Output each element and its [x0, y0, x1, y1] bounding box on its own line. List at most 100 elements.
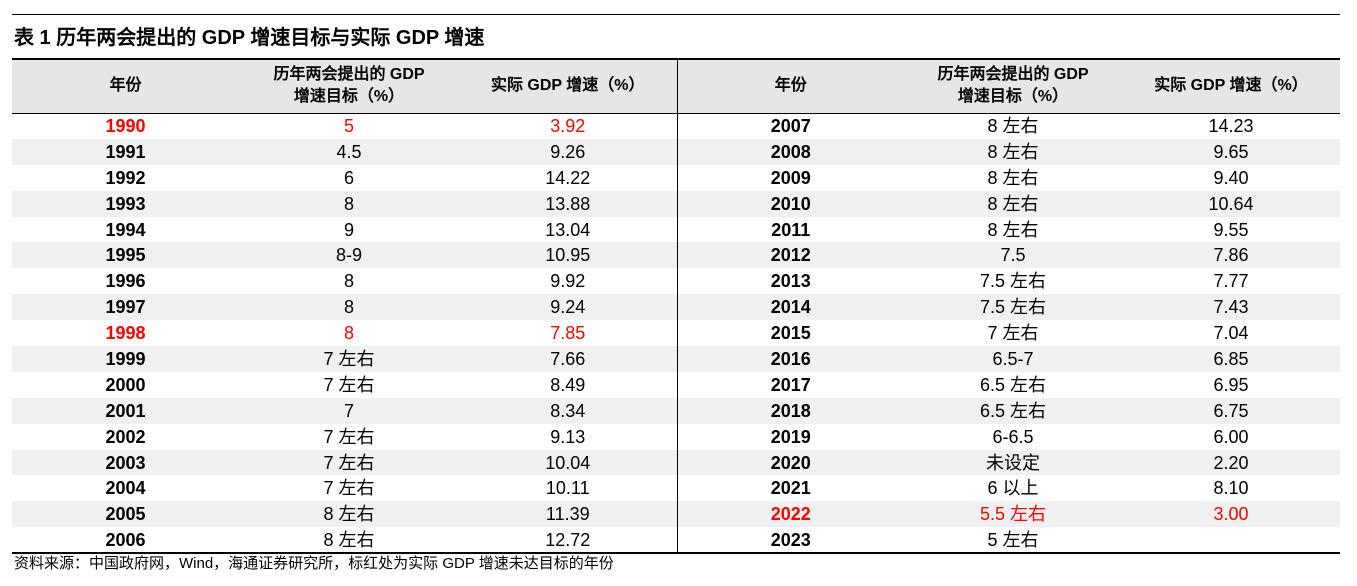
right-actual-cell: 10.64 — [1122, 190, 1340, 217]
left-actual-cell: 9.13 — [550, 426, 586, 447]
right-target-cell: 6 以上 — [987, 478, 1039, 499]
left-actual-cell: 7.66 — [459, 346, 677, 372]
right-actual-cell: 9.55 — [1213, 219, 1249, 240]
left-year-cell: 1991 — [12, 138, 239, 165]
left-actual-cell: 8.49 — [550, 374, 586, 395]
right-year-cell: 2020 — [676, 449, 904, 476]
table-row: 2004 7 左右 10.11 2021 6 以上 8.10 — [12, 475, 1340, 502]
left-target-cell: 7 左右 — [323, 478, 375, 499]
left-target-cell: 7 左右 — [239, 346, 459, 372]
right-actual-cell: 7.77 — [1213, 271, 1249, 292]
left-target-cell: 8 — [239, 190, 459, 217]
right-target-cell: 8 左右 — [904, 138, 1122, 165]
right-actual-cell: 6.75 — [1122, 397, 1340, 424]
right-target-cell: 7 左右 — [987, 323, 1039, 344]
left-target-cell: 8 — [343, 323, 354, 344]
left-target-cell: 8 — [343, 271, 354, 292]
right-year-cell: 2010 — [676, 190, 904, 217]
table-row: 2006 8 左右 12.72 2023 5 左右 — [12, 527, 1340, 555]
table-row: 2001 7 8.34 2018 6.5 左右 6.75 — [12, 397, 1340, 424]
left-target-cell: 8 — [239, 294, 459, 321]
left-target-cell: 5 — [343, 116, 354, 137]
left-target-cell: 8 左右 — [239, 527, 459, 555]
right-actual-cell: 3.00 — [1122, 501, 1340, 528]
left-actual-cell: 10.95 — [459, 242, 677, 269]
gdp-table-container: 年份 历年两会提出的 GDP 增速目标（%） 实际 GDP 增速（%） 年份 历… — [12, 58, 1340, 555]
left-actual-cell: 14.22 — [545, 167, 591, 188]
right-year-cell: 2013 — [676, 268, 904, 295]
right-target-cell: 6.5-7 — [904, 346, 1122, 372]
left-year-cell: 1999 — [12, 346, 239, 372]
header-year-left: 年份 — [12, 58, 239, 114]
right-year-cell: 2016 — [676, 346, 904, 372]
table-row: 2005 8 左右 11.39 2022 5.5 左右 3.00 — [12, 501, 1340, 528]
right-target-cell: 8 左右 — [987, 116, 1039, 137]
right-target-cell: 5.5 左右 — [904, 501, 1122, 528]
left-year-cell: 2002 — [105, 426, 146, 447]
right-actual-cell: 14.23 — [1208, 116, 1254, 137]
left-target-cell: 8-9 — [239, 242, 459, 269]
right-target-cell: 7.5 左右 — [904, 294, 1122, 321]
left-year-cell: 2000 — [105, 374, 146, 395]
table-row: 1998 8 7.85 2015 7 左右 7.04 — [12, 320, 1340, 347]
right-actual-cell: 2.20 — [1122, 449, 1340, 476]
header-actual-right: 实际 GDP 增速（%） — [1122, 58, 1340, 114]
left-actual-cell: 13.88 — [459, 190, 677, 217]
right-actual-cell: 6.85 — [1122, 346, 1340, 372]
left-actual-cell: 9.24 — [459, 294, 677, 321]
table-row: 1993 8 13.88 2010 8 左右 10.64 — [12, 190, 1340, 217]
right-actual-cell: 9.65 — [1122, 138, 1340, 165]
right-year-cell: 2014 — [676, 294, 904, 321]
left-actual-cell: 7.85 — [550, 323, 586, 344]
table-row: 1994 9 13.04 2011 8 左右 9.55 — [12, 216, 1340, 243]
left-actual-cell: 10.11 — [545, 478, 590, 499]
gdp-table: 年份 历年两会提出的 GDP 增速目标（%） 实际 GDP 增速（%） 年份 历… — [12, 58, 1340, 555]
left-year-cell: 1993 — [12, 190, 239, 217]
table-row: 2002 7 左右 9.13 2019 6-6.5 6.00 — [12, 423, 1340, 450]
left-target-cell: 7 左右 — [323, 426, 375, 447]
right-actual-cell — [1122, 527, 1340, 555]
right-actual-cell: 6.00 — [1213, 426, 1249, 447]
left-actual-cell: 3.92 — [550, 116, 586, 137]
right-actual-cell: 7.86 — [1122, 242, 1340, 269]
table-row: 1999 7 左右 7.66 2016 6.5-7 6.85 — [12, 346, 1340, 372]
left-target-cell: 7 左右 — [239, 449, 459, 476]
left-actual-cell: 10.04 — [459, 449, 677, 476]
left-year-cell: 1997 — [12, 294, 239, 321]
header-target-left: 历年两会提出的 GDP 增速目标（%） — [239, 58, 459, 114]
right-actual-cell: 7.43 — [1122, 294, 1340, 321]
right-target-cell: 5 左右 — [904, 527, 1122, 555]
right-year-cell: 2009 — [676, 164, 904, 191]
right-year-cell: 2019 — [676, 423, 904, 450]
header-target-line2: 增速目标（%） — [957, 88, 1069, 106]
header-target-line1: 历年两会提出的 GDP — [937, 66, 1089, 84]
table-row: 1991 4.5 9.26 2008 8 左右 9.65 — [12, 138, 1340, 165]
left-actual-cell: 8.34 — [459, 397, 677, 424]
right-year-cell: 2015 — [676, 320, 904, 347]
right-year-cell: 2017 — [676, 371, 904, 398]
right-target-cell: 6-6.5 — [992, 426, 1034, 447]
left-year-cell: 2006 — [12, 527, 239, 555]
left-target-cell: 7 左右 — [323, 374, 375, 395]
right-actual-cell: 7.04 — [1213, 323, 1249, 344]
right-target-cell: 7.5 左右 — [979, 271, 1047, 292]
left-actual-cell: 9.26 — [459, 138, 677, 165]
table-row: 1996 8 9.92 2013 7.5 左右 7.77 — [12, 268, 1340, 295]
table-row: 1990 5 3.92 2007 8 左右 14.23 — [12, 113, 1340, 139]
right-target-cell: 8 左右 — [987, 167, 1039, 188]
right-actual-cell: 6.95 — [1213, 374, 1249, 395]
left-actual-cell: 11.39 — [459, 501, 677, 528]
left-year-cell: 1996 — [105, 271, 146, 292]
left-actual-cell: 12.72 — [459, 527, 677, 555]
right-actual-cell: 8.10 — [1213, 478, 1249, 499]
table-header-row: 年份 历年两会提出的 GDP 增速目标（%） 实际 GDP 增速（%） 年份 历… — [12, 58, 1340, 114]
right-year-cell: 2008 — [676, 138, 904, 165]
left-year-cell: 2005 — [12, 501, 239, 528]
left-target-cell: 9 — [343, 219, 354, 240]
left-year-cell: 1990 — [105, 116, 146, 137]
right-year-cell: 2012 — [676, 242, 904, 269]
header-target-line1: 历年两会提出的 GDP — [273, 66, 425, 84]
source-note: 资料来源：中国政府网，Wind，海通证券研究所，标红处为实际 GDP 增速未达目… — [14, 555, 614, 572]
right-target-cell: 8 左右 — [904, 190, 1122, 217]
right-target-cell: 未设定 — [904, 449, 1122, 476]
